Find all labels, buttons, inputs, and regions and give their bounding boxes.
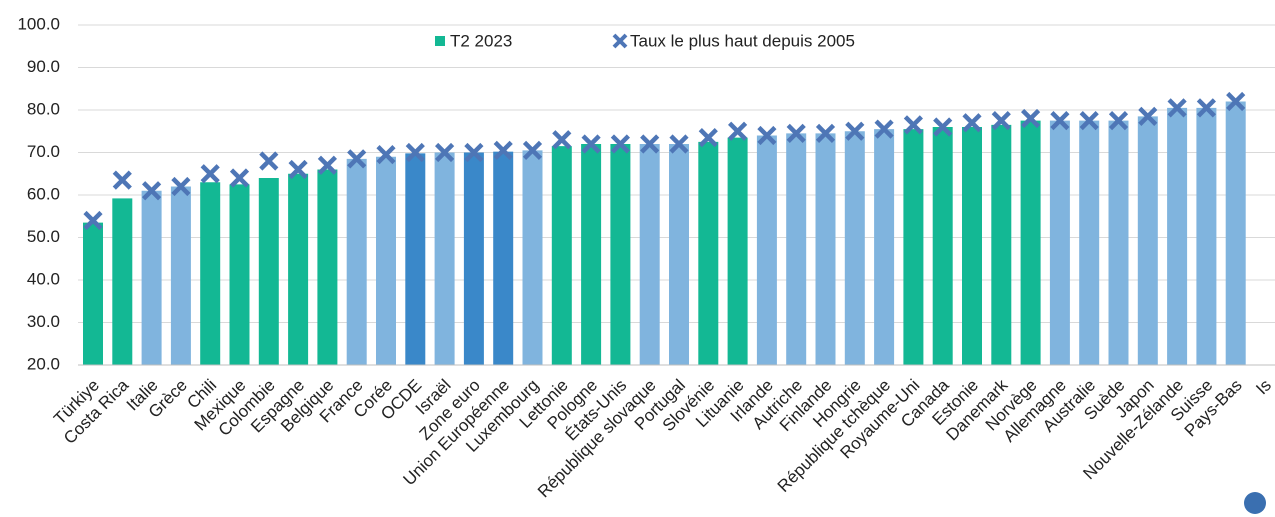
x-marker: [815, 123, 836, 143]
x-marker: [1021, 108, 1041, 129]
x-marker: [200, 164, 220, 184]
bar: [1167, 107, 1188, 365]
x-marker: [376, 145, 396, 165]
bar: [1108, 120, 1129, 365]
bar: [932, 127, 953, 365]
bar: [288, 173, 309, 365]
x-marker: [435, 142, 455, 163]
bar: [551, 146, 572, 365]
y-tick-label: 70.0: [27, 142, 60, 161]
bar: [610, 144, 631, 365]
bar: [376, 156, 396, 365]
bar: [962, 127, 982, 365]
bar: [1079, 120, 1100, 365]
bar: [815, 133, 836, 365]
x-marker: [786, 123, 806, 143]
bar: [170, 186, 191, 365]
x-marker: [259, 151, 279, 171]
x-marker: [1167, 98, 1187, 118]
bar: [756, 135, 777, 365]
x-marker: [112, 170, 132, 190]
bar: [991, 124, 1012, 365]
x-marker: [493, 140, 513, 160]
legend-label: T2 2023: [450, 31, 512, 50]
x-marker: [962, 113, 982, 133]
x-marker: [171, 176, 191, 197]
bar: [522, 150, 543, 365]
y-tick-label: 80.0: [27, 99, 60, 118]
y-tick-label: 30.0: [27, 312, 60, 331]
x-marker: [698, 128, 718, 148]
bar: [1196, 107, 1217, 365]
x-marker: [288, 159, 308, 180]
bar: [463, 152, 484, 365]
x-marker: [1196, 98, 1216, 118]
x-marker: [991, 111, 1011, 131]
bar: [1137, 116, 1158, 365]
x-marker: [347, 149, 367, 169]
x-marker: [1108, 111, 1129, 131]
bar: [1049, 120, 1070, 365]
bar: [346, 158, 367, 365]
bar: [83, 222, 103, 365]
legend-label: Taux le plus haut depuis 2005: [630, 31, 855, 50]
bar: [434, 152, 455, 365]
bar: [405, 153, 426, 365]
y-tick-label: 90.0: [27, 57, 60, 76]
x-marker: [229, 168, 250, 188]
x-marker: [903, 115, 923, 135]
x-marker: [1138, 106, 1158, 126]
bar: [200, 182, 221, 365]
bar: [639, 144, 660, 365]
bar: [844, 131, 865, 365]
x-marker: [464, 142, 484, 163]
bar: [727, 137, 748, 365]
y-tick-label: 40.0: [27, 269, 60, 288]
bar: [112, 198, 133, 365]
x-marker: [640, 134, 660, 154]
x-marker: [552, 130, 572, 150]
x-marker: [1050, 111, 1070, 131]
bar: [903, 129, 924, 365]
bar: [786, 133, 807, 365]
legend-marker: [612, 33, 628, 49]
logo: [1244, 492, 1266, 514]
x-marker: [610, 134, 630, 154]
x-marker: [933, 117, 953, 137]
bar: [874, 129, 895, 365]
x-marker: [522, 140, 543, 160]
bar: [317, 169, 338, 365]
x-tick-label: Is: [1252, 376, 1275, 399]
bar: [698, 141, 719, 365]
x-marker: [83, 210, 103, 231]
x-marker: [581, 134, 601, 154]
x-marker: [142, 181, 162, 201]
x-marker: [728, 121, 748, 141]
x-marker: [845, 121, 865, 141]
y-tick-label: 60.0: [27, 184, 60, 203]
bar: [141, 190, 162, 365]
bar: [258, 178, 279, 365]
bar: [669, 144, 689, 365]
x-marker: [669, 134, 689, 154]
bar: [229, 184, 250, 365]
bar: [493, 151, 514, 365]
bar: [1225, 101, 1246, 365]
x-marker: [757, 125, 777, 146]
y-tick-label: 20.0: [27, 354, 60, 373]
y-tick-label: 50.0: [27, 227, 60, 246]
legend-swatch: [435, 36, 445, 46]
x-marker: [405, 142, 425, 163]
x-marker: [317, 155, 337, 175]
bar: [1020, 120, 1041, 365]
x-marker: [1079, 111, 1099, 131]
bar: [581, 144, 602, 365]
x-marker: [874, 119, 894, 139]
y-tick-label: 100.0: [17, 14, 60, 33]
x-marker: [1226, 91, 1246, 112]
